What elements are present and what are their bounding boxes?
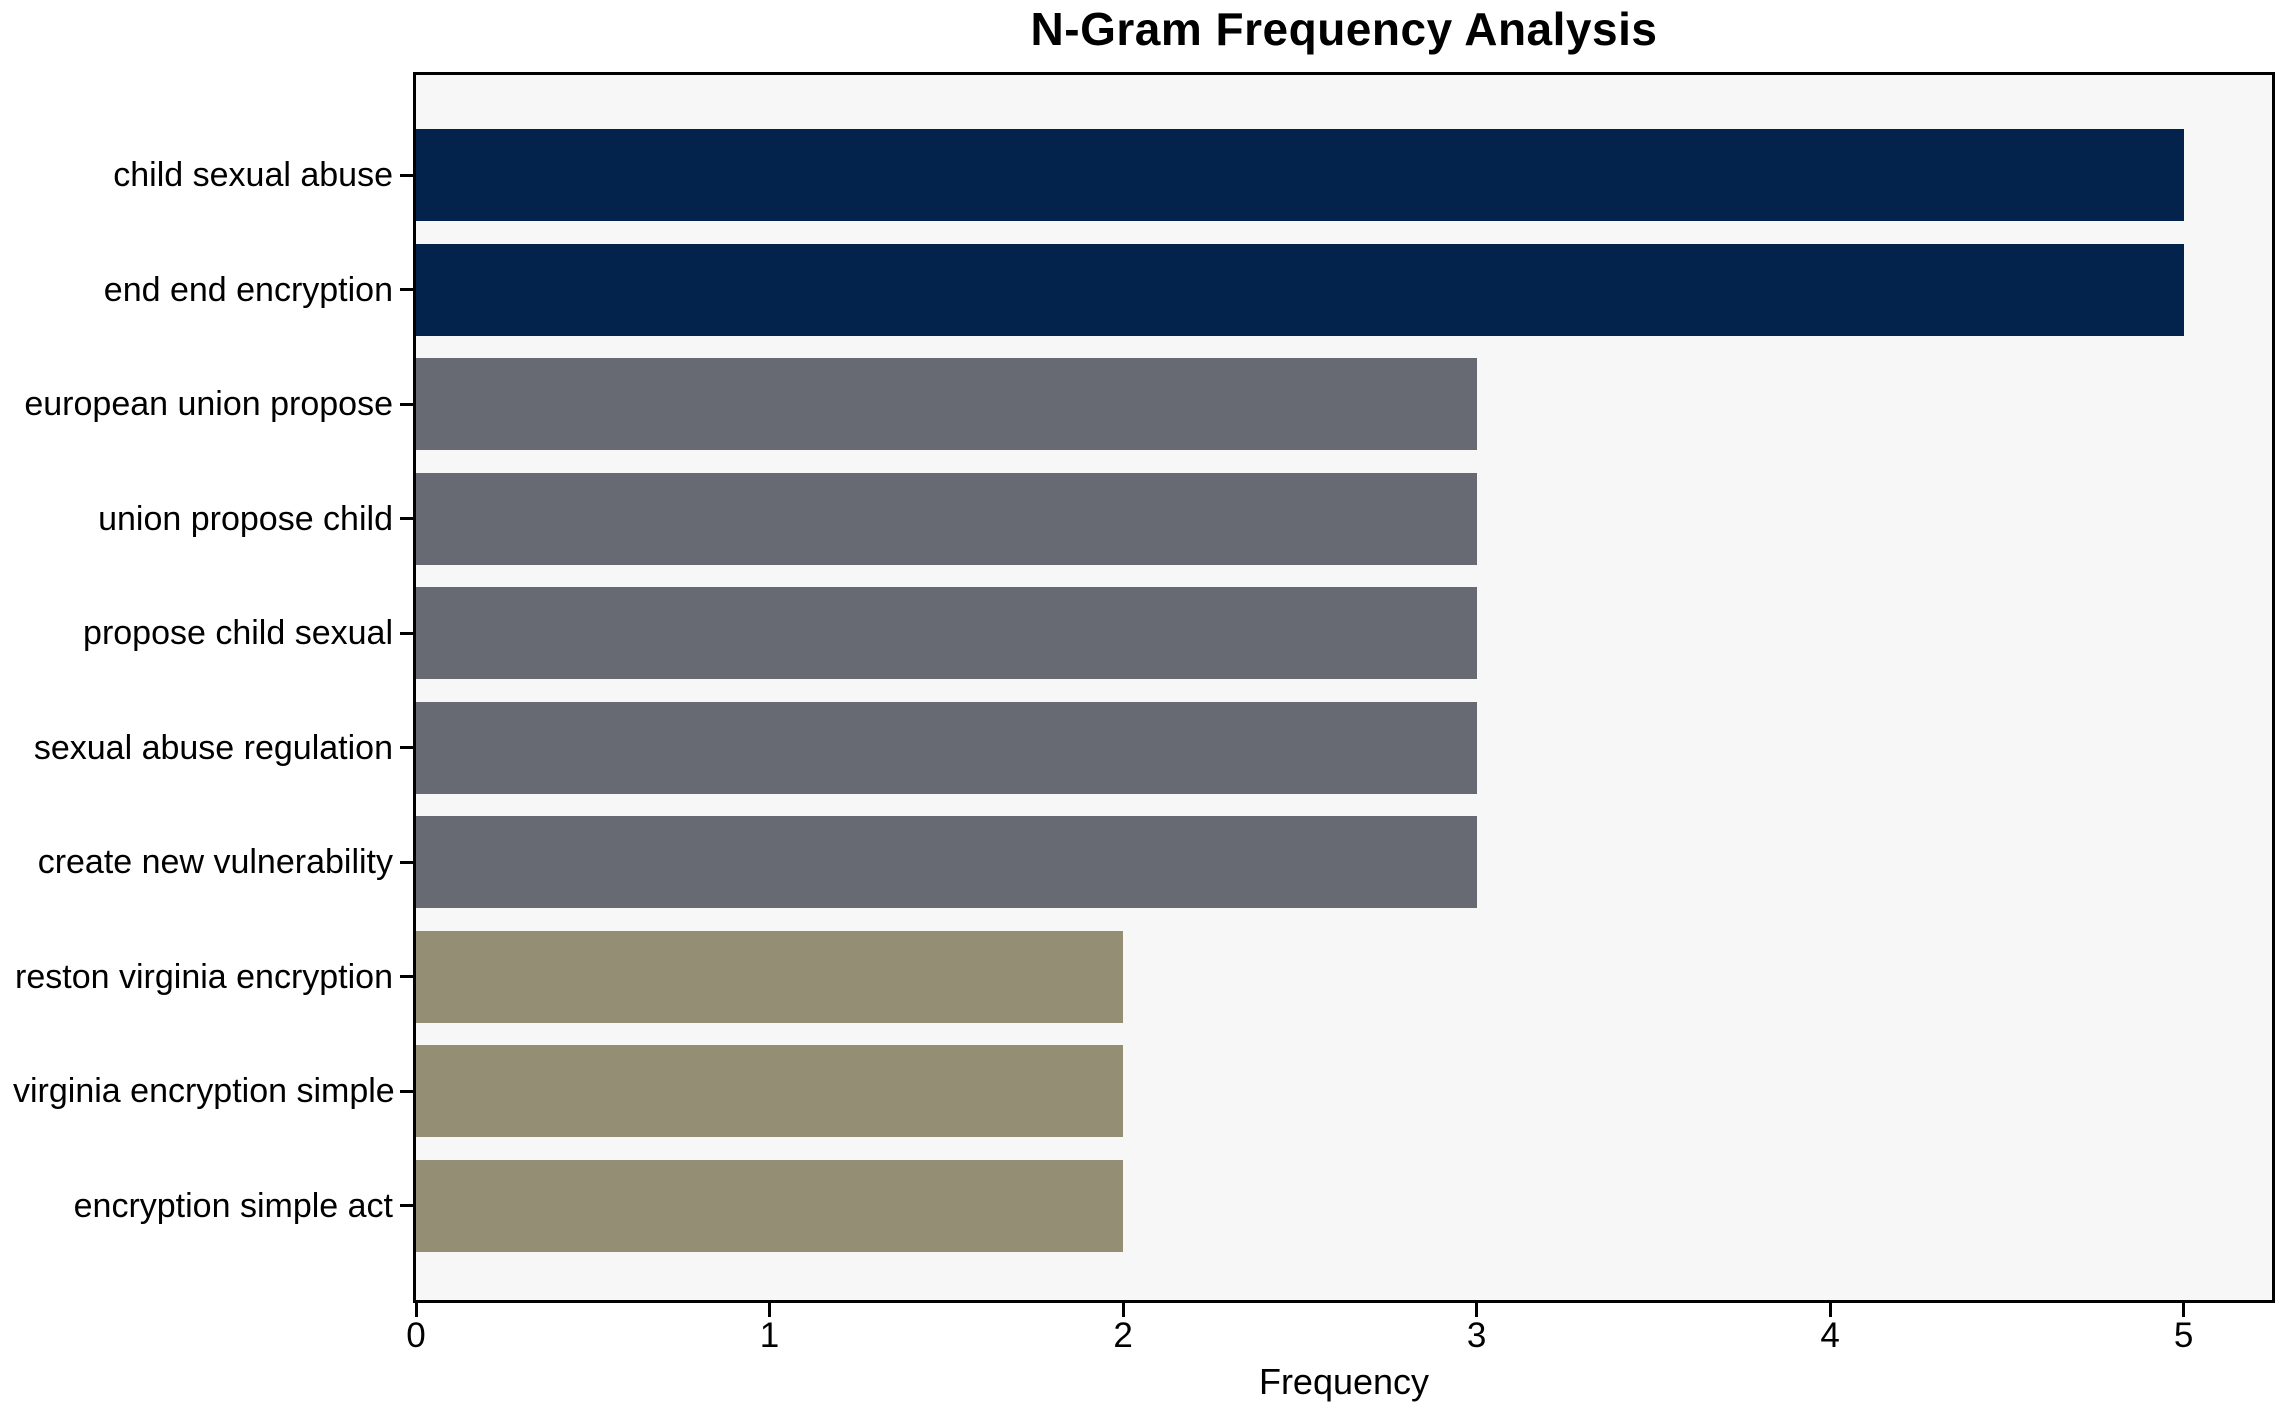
y-tick-label: european union propose	[24, 385, 393, 424]
x-tick-mark	[414, 1303, 418, 1317]
bars-container	[416, 75, 2272, 1300]
y-tick-label: child sexual abuse	[113, 156, 393, 195]
y-tick-label: reston virginia encryption	[15, 957, 393, 996]
x-tick-label: 0	[406, 1316, 426, 1355]
bar	[416, 1045, 1124, 1138]
bar	[416, 358, 1477, 451]
y-tick-mark	[400, 860, 413, 864]
x-tick-mark	[1121, 1303, 1125, 1317]
x-tick-mark	[2182, 1303, 2186, 1317]
y-tick-mark	[400, 1089, 413, 1093]
y-tick-label: propose child sexual	[83, 614, 393, 653]
x-tick-label: 2	[1113, 1316, 1133, 1355]
y-tick-label: end end encryption	[103, 270, 393, 309]
bar	[416, 1159, 1124, 1252]
x-tick-label: 5	[2173, 1316, 2194, 1355]
x-tick-label: 4	[1820, 1316, 1840, 1355]
y-tick-label: union propose child	[98, 499, 393, 538]
bar	[416, 587, 1477, 680]
bar	[416, 472, 1477, 565]
x-tick-label: 3	[1466, 1316, 1487, 1355]
bar	[416, 930, 1124, 1023]
y-tick-label: sexual abuse regulation	[33, 728, 393, 767]
plot-area	[413, 72, 2275, 1303]
y-tick-mark	[400, 975, 413, 979]
y-tick-mark	[400, 402, 413, 406]
x-axis-label: Frequency	[1258, 1361, 1430, 1402]
x-tick-mark	[1828, 1303, 1832, 1317]
bar	[416, 701, 1477, 794]
y-tick-label: encryption simple act	[73, 1186, 393, 1225]
y-tick-mark	[400, 173, 413, 177]
x-tick-mark	[768, 1303, 772, 1317]
y-tick-mark	[400, 631, 413, 635]
bar	[416, 816, 1477, 909]
y-tick-label: virginia encryption simple	[13, 1072, 395, 1111]
y-tick-label: create new vulnerability	[37, 843, 393, 882]
y-tick-mark	[400, 288, 413, 292]
y-tick-mark	[400, 746, 413, 750]
x-tick-label: 1	[759, 1316, 780, 1355]
chart-title: N-Gram Frequency Analysis	[1030, 3, 1658, 55]
bar	[416, 243, 2184, 336]
bar	[416, 129, 2184, 222]
y-tick-mark	[400, 517, 413, 521]
y-tick-mark	[400, 1204, 413, 1208]
x-tick-mark	[1475, 1303, 1479, 1317]
